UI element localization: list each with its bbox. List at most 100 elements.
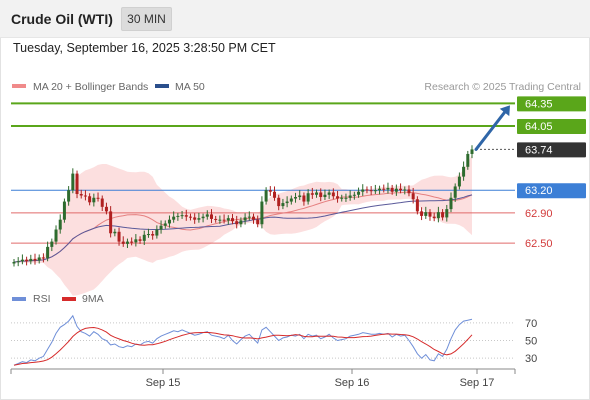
candle-body bbox=[88, 196, 92, 203]
ma50-line bbox=[13, 194, 473, 263]
candle-body bbox=[373, 190, 377, 192]
credit-label: Research © 2025 Trading Central bbox=[424, 81, 581, 93]
candle-body bbox=[188, 216, 192, 218]
level-label-64.05: 64.05 bbox=[525, 121, 553, 133]
candle-body bbox=[117, 231, 121, 242]
candle-body bbox=[256, 219, 260, 225]
ma50-legend-label: MA 50 bbox=[175, 81, 205, 93]
candle-body bbox=[382, 188, 386, 190]
candle-body bbox=[41, 257, 45, 259]
candle-body bbox=[197, 218, 201, 220]
candle-body bbox=[470, 149, 474, 154]
candle-body bbox=[352, 194, 356, 196]
rsi-ma-legend-label: 9MA bbox=[82, 293, 104, 305]
candle-body bbox=[121, 241, 125, 244]
candle-body bbox=[100, 198, 104, 207]
candle-body bbox=[201, 216, 205, 219]
candle-body bbox=[361, 189, 365, 192]
timeframe-button[interactable]: 30 MIN bbox=[121, 7, 172, 31]
candle-body bbox=[62, 201, 66, 220]
candle-body bbox=[230, 218, 234, 222]
candle-body bbox=[58, 219, 62, 230]
candle-body bbox=[378, 188, 382, 191]
candle-body bbox=[75, 173, 79, 194]
candle-body bbox=[306, 193, 310, 202]
candle-body bbox=[96, 197, 100, 199]
candle-body bbox=[336, 196, 340, 199]
candle-body bbox=[268, 190, 272, 192]
candle-body bbox=[331, 192, 335, 197]
level-label-64.35: 64.35 bbox=[525, 98, 553, 110]
candle-body bbox=[151, 234, 155, 236]
candle-body bbox=[130, 241, 134, 243]
level-tag-64.35 bbox=[517, 96, 586, 112]
candle-body bbox=[277, 197, 281, 207]
candle-body bbox=[79, 194, 83, 196]
candle-body bbox=[399, 188, 403, 191]
candle-body bbox=[193, 217, 197, 220]
instrument-title: Crude Oil (WTI) bbox=[11, 11, 113, 27]
level-label-62.90: 62.90 bbox=[525, 208, 553, 220]
candle-body bbox=[235, 221, 239, 225]
rsi-tick-30: 30 bbox=[525, 353, 537, 365]
candle-body bbox=[424, 212, 428, 216]
candle-body bbox=[25, 259, 29, 262]
candle-body bbox=[340, 197, 344, 199]
level-label-63.20: 63.20 bbox=[525, 185, 553, 197]
candle-body bbox=[67, 190, 71, 202]
timestamp: Tuesday, September 16, 2025 3:28:50 PM C… bbox=[13, 41, 276, 55]
candle-body bbox=[415, 199, 419, 212]
candle-body bbox=[33, 258, 37, 261]
candle-body bbox=[403, 189, 407, 191]
level-tag-63.20 bbox=[517, 183, 586, 199]
level-label-62.50: 62.50 bbox=[525, 238, 553, 250]
candle-body bbox=[289, 198, 293, 202]
candle-body bbox=[16, 261, 20, 263]
forecast-arrow-shaft bbox=[474, 110, 507, 151]
rsi-ma-line bbox=[13, 326, 473, 366]
candle-body bbox=[319, 192, 323, 198]
moving-averages bbox=[13, 191, 473, 263]
x-tick-label: Sep 16 bbox=[335, 377, 370, 389]
candle-body bbox=[298, 195, 302, 198]
candle-body bbox=[462, 166, 466, 177]
candle-body bbox=[209, 214, 213, 219]
candle-body bbox=[315, 192, 319, 195]
x-axis: Sep 15 Sep 16 Sep 17 bbox=[10, 368, 516, 389]
candle-body bbox=[167, 219, 171, 224]
candle-body bbox=[436, 212, 440, 219]
candle-body bbox=[12, 262, 16, 264]
level-tag-64.05 bbox=[517, 119, 586, 134]
candle-body bbox=[125, 241, 129, 244]
rsi-legend-label: RSI bbox=[33, 293, 51, 305]
candle-body bbox=[394, 188, 398, 192]
candle-body bbox=[222, 219, 226, 221]
candle-body bbox=[83, 195, 87, 197]
header-bar: Crude Oil (WTI) 30 MIN bbox=[0, 0, 590, 38]
bollinger-band bbox=[14, 154, 472, 296]
candle-body bbox=[281, 203, 285, 207]
rsi-legend-swatch bbox=[12, 297, 26, 301]
level-label-63.74: 63.74 bbox=[525, 144, 553, 156]
candle-body bbox=[134, 239, 138, 243]
candle-body bbox=[344, 197, 348, 199]
candle-body bbox=[327, 192, 331, 195]
candle-body bbox=[449, 197, 453, 210]
ma50-legend-swatch bbox=[155, 84, 169, 88]
candle-body bbox=[243, 217, 247, 221]
candle-body bbox=[407, 189, 411, 194]
candle-body bbox=[285, 201, 289, 204]
candle-body bbox=[104, 206, 108, 212]
candle-body bbox=[302, 195, 306, 202]
candle-body bbox=[92, 197, 96, 203]
candle-body bbox=[294, 197, 298, 199]
ma20-legend-swatch bbox=[12, 84, 26, 88]
candle-body bbox=[357, 191, 361, 195]
candle-body bbox=[390, 187, 394, 192]
candle-body bbox=[420, 211, 424, 216]
candle-body bbox=[310, 193, 314, 195]
bollinger-fill bbox=[14, 154, 472, 296]
candle-body bbox=[142, 234, 146, 241]
candle-body bbox=[432, 216, 436, 219]
candle-body bbox=[226, 218, 230, 221]
